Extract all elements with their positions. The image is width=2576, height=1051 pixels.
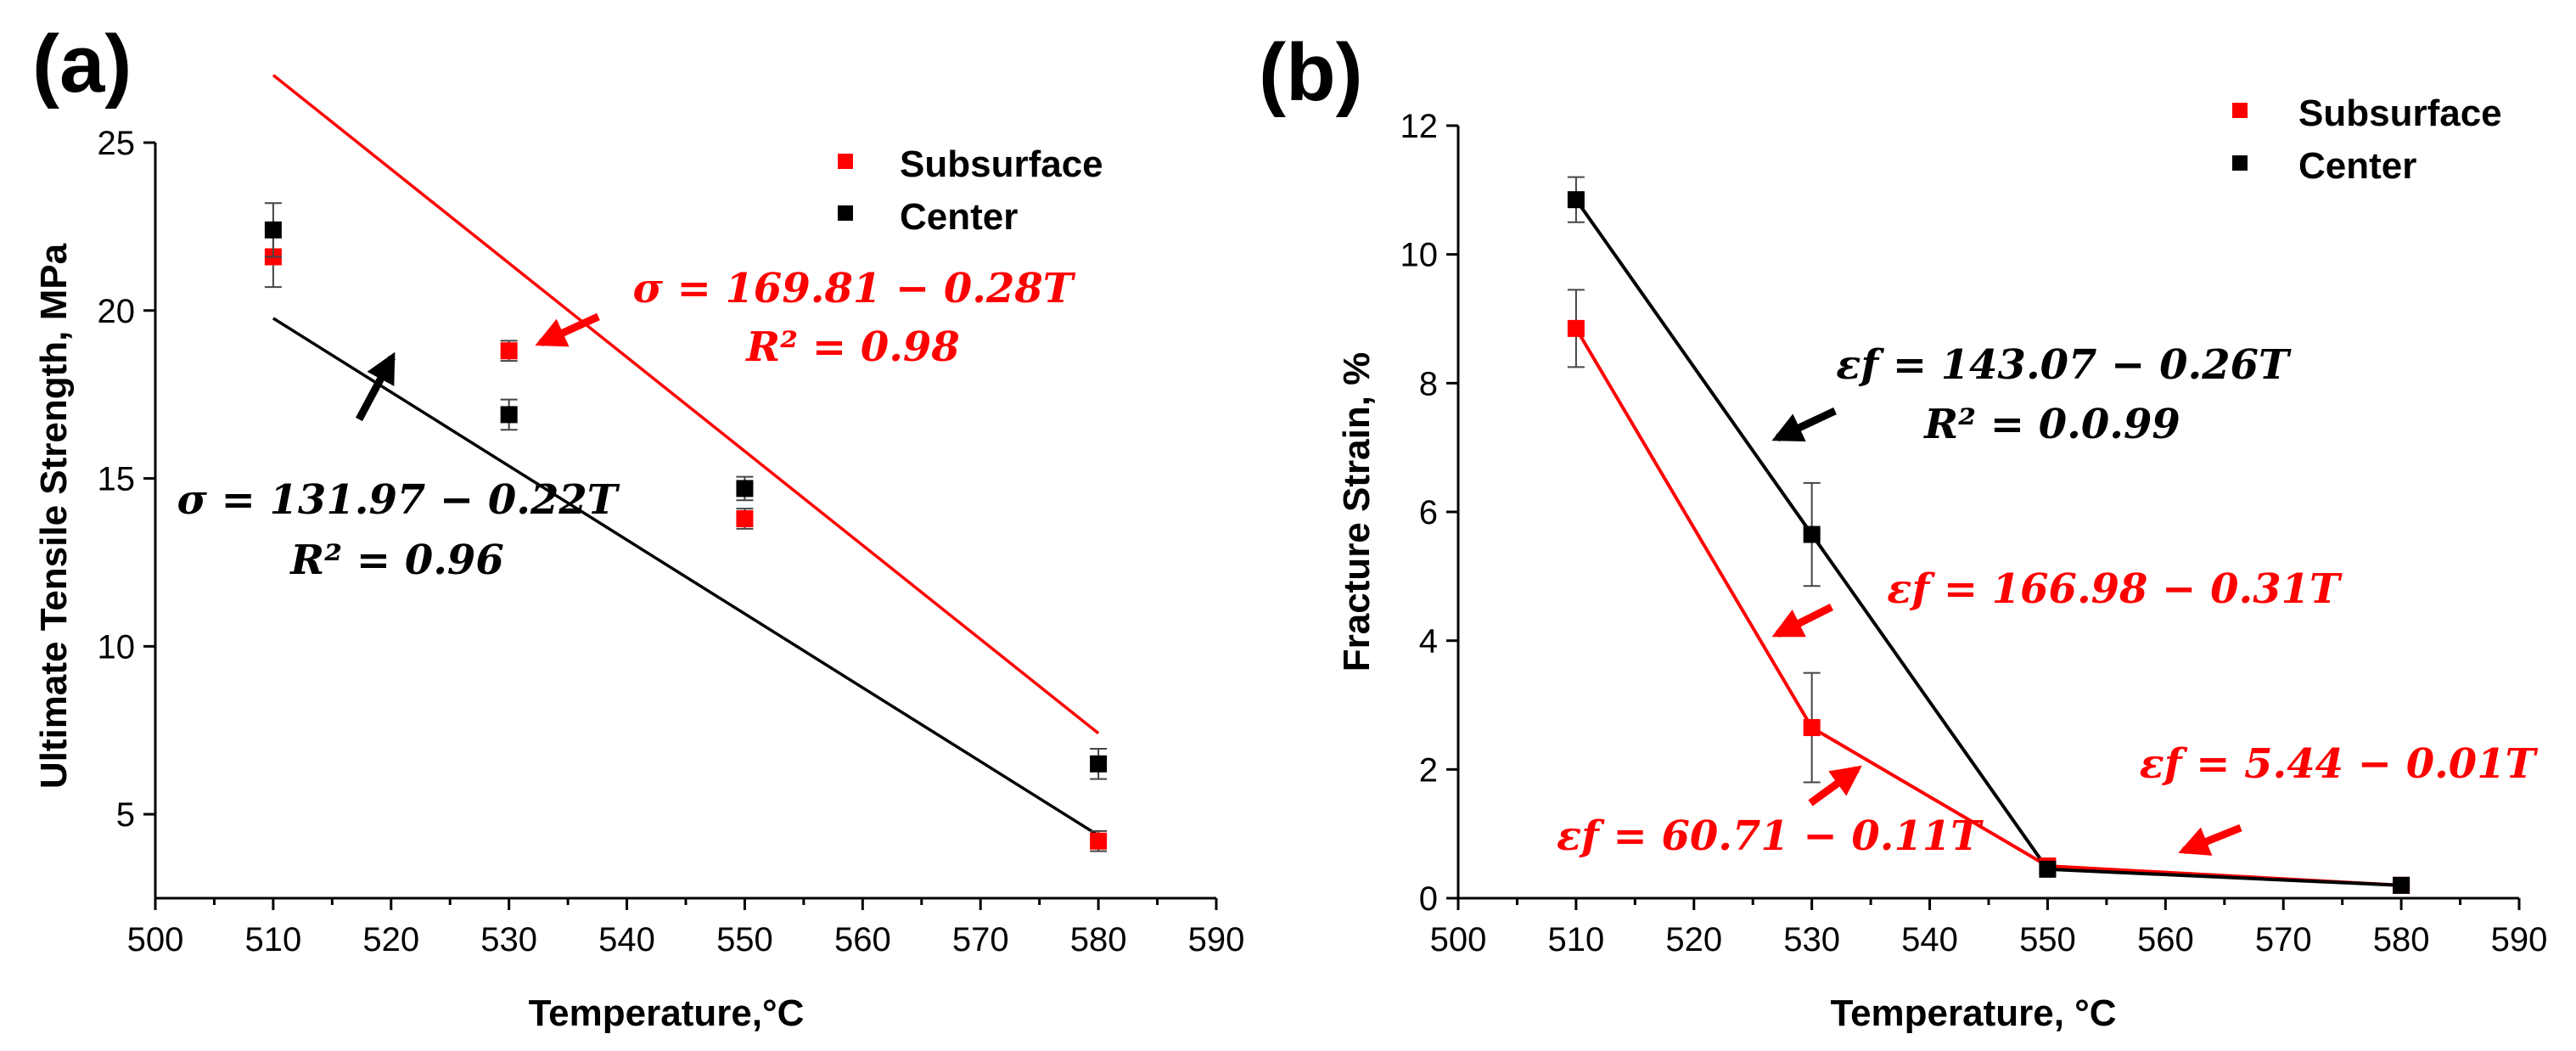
panel-b-legend-subsurface: Subsurface xyxy=(2298,93,2502,134)
panel-b-ticks: 500 510 520 530 540 550 560 570 580 590 0 2 4 6 8 10 12 xyxy=(1400,108,2548,958)
panel-a-x-tick-label: 580 xyxy=(1070,921,1127,958)
panel-a-point-center xyxy=(264,221,282,239)
panel-a-point-subsurface xyxy=(736,510,754,528)
panel-a-point-subsurface xyxy=(500,342,518,360)
panel-a-y-tick-label: 20 xyxy=(98,293,136,330)
panel-b-x-tick-label: 590 xyxy=(2491,921,2548,958)
panel-a-annotations: σ = 169.81 − 0.28T R² = 0.98 σ = 131.97 … xyxy=(177,265,1076,584)
panel-a-x-tick-label: 570 xyxy=(952,921,1009,958)
panel-b-annotation-subsurface-eq1: εf = 166.98 − 0.31T xyxy=(1887,565,2343,613)
panel-b-x-tick-label: 550 xyxy=(2019,921,2076,958)
panel-a-y-tick-label: 15 xyxy=(98,461,136,498)
panel-a-x-axis-title: Temperature,°C xyxy=(529,992,805,1034)
panel-a-x-tick-label: 560 xyxy=(834,921,891,958)
panel-b-series-line-center xyxy=(1574,199,2402,887)
panel-b-series-lines xyxy=(1574,199,2402,887)
panel-b-point-center xyxy=(2393,876,2410,894)
panel-b-x-tick-label: 580 xyxy=(2373,921,2430,958)
panel-b-annotations: εf = 143.07 − 0.26T R² = 0.0.99 εf = 166… xyxy=(1557,341,2539,860)
panel-b-legend-marker-subsurface xyxy=(2232,103,2248,118)
panel-b-point-subsurface xyxy=(1803,719,1821,737)
panel-a-annotation-subsurface-eq: σ = 169.81 − 0.28T xyxy=(633,265,1076,312)
panel-b-y-tick-label: 0 xyxy=(1419,880,1438,918)
panel-a-x-tick-label: 590 xyxy=(1188,921,1245,958)
panel-b-data-points xyxy=(1567,176,2410,894)
panel-a-y-tick-label: 25 xyxy=(98,125,136,162)
panel-b-x-tick-label: 540 xyxy=(1901,921,1958,958)
panel-a-legend: Subsurface Center xyxy=(838,143,1103,238)
panel-b-point-subsurface xyxy=(1567,319,1585,337)
panel-b-x-tick-label: 510 xyxy=(1548,921,1605,958)
panel-a-data-points xyxy=(264,202,1108,852)
panel-b-x-tick-label: 560 xyxy=(2137,921,2194,958)
panel-b-point-center xyxy=(1803,526,1821,543)
panel-b-arrow-subsurface-3 xyxy=(2178,823,2242,856)
panel-b-y-tick-label: 2 xyxy=(1419,751,1438,789)
panel-a-x-tick-label: 500 xyxy=(127,921,184,958)
panel-b-label: (b) xyxy=(1259,27,1363,118)
panel-b-annotation-center-r2: R² = 0.0.99 xyxy=(1922,401,2180,448)
panel-b-legend: Subsurface Center xyxy=(2232,93,2502,187)
panel-a-x-tick-label: 530 xyxy=(480,921,537,958)
panel-b-x-tick-label: 500 xyxy=(1430,921,1487,958)
panel-a-label: (a) xyxy=(32,19,132,110)
panel-a-y-tick-label: 5 xyxy=(116,796,135,834)
panel-a-x-tick-label: 550 xyxy=(716,921,773,958)
panel-b-x-tick-label: 520 xyxy=(1665,921,1722,958)
panel-b-y-tick-label: 4 xyxy=(1419,623,1438,660)
panel-a: (a) 500 510 520 530 540 550 560 570 580 590510152… xyxy=(32,19,1244,1034)
panel-a-annotation-subsurface-r2: R² = 0.98 xyxy=(744,323,959,371)
panel-b-legend-marker-center xyxy=(2232,155,2248,171)
panel-a-arrow-center xyxy=(356,351,396,422)
panel-a-point-center xyxy=(1090,755,1108,773)
panel-b-legend-center: Center xyxy=(2298,145,2416,187)
panel-a-legend-subsurface: Subsurface xyxy=(900,143,1103,185)
panel-b-arrow-center xyxy=(1771,407,1837,442)
panel-b-point-center xyxy=(1567,191,1585,209)
panel-b-annotation-center-eq: εf = 143.07 − 0.26T xyxy=(1836,341,2292,389)
panel-b-annotation-subsurface-eq3: εf = 5.44 − 0.01T xyxy=(2140,740,2539,788)
panel-a-y-tick-label: 10 xyxy=(98,628,136,666)
panel-a-point-center xyxy=(736,480,754,497)
panel-a-y-axis-title: Ultimate Tensile Strength, MPa xyxy=(33,243,75,789)
panel-a-fit-line-subsurface xyxy=(272,74,1100,735)
panel-a-x-tick-label: 520 xyxy=(362,921,419,958)
panel-b-point-center xyxy=(2039,860,2057,878)
panel-a-legend-marker-subsurface xyxy=(838,154,853,169)
panel-a-point-center xyxy=(500,406,518,424)
panel-b-annotation-subsurface-eq2: εf = 60.71 − 0.11T xyxy=(1557,812,1984,860)
panel-a-x-tick-label: 510 xyxy=(245,921,302,958)
panel-a-x-tick-label: 540 xyxy=(598,921,655,958)
panel-a-point-subsurface xyxy=(1090,832,1108,850)
panel-a-fit-line-center xyxy=(272,317,1100,837)
panel-b-y-tick-label: 10 xyxy=(1400,237,1439,274)
panel-b-y-tick-label: 6 xyxy=(1419,494,1438,531)
panel-b: (b) 500 510 520 530 540 550 560 570 580 590 0 2 4 6 8 1… xyxy=(1259,27,2547,1034)
panel-b-x-tick-label: 570 xyxy=(2255,921,2312,958)
panel-a-fit-lines xyxy=(272,74,1100,837)
panel-b-x-axis-title: Temperature, °C xyxy=(1830,992,2116,1034)
panel-b-y-axis-title: Fracture Strain, % xyxy=(1336,352,1378,672)
panel-b-y-tick-label: 12 xyxy=(1400,108,1439,145)
panel-a-legend-center: Center xyxy=(900,196,1018,238)
panel-b-arrow-subsurface-1 xyxy=(1771,603,1834,638)
panel-b-y-tick-label: 8 xyxy=(1419,365,1438,402)
panel-a-arrow-subsurface xyxy=(535,312,600,347)
panel-b-x-tick-label: 530 xyxy=(1783,921,1840,958)
panel-b-arrow-subsurface-2 xyxy=(1808,765,1862,807)
panel-a-annotation-center-r2: R² = 0.96 xyxy=(289,537,503,584)
panel-a-annotation-center-eq: σ = 131.97 − 0.22T xyxy=(177,476,620,524)
panel-a-legend-marker-center xyxy=(838,205,853,221)
